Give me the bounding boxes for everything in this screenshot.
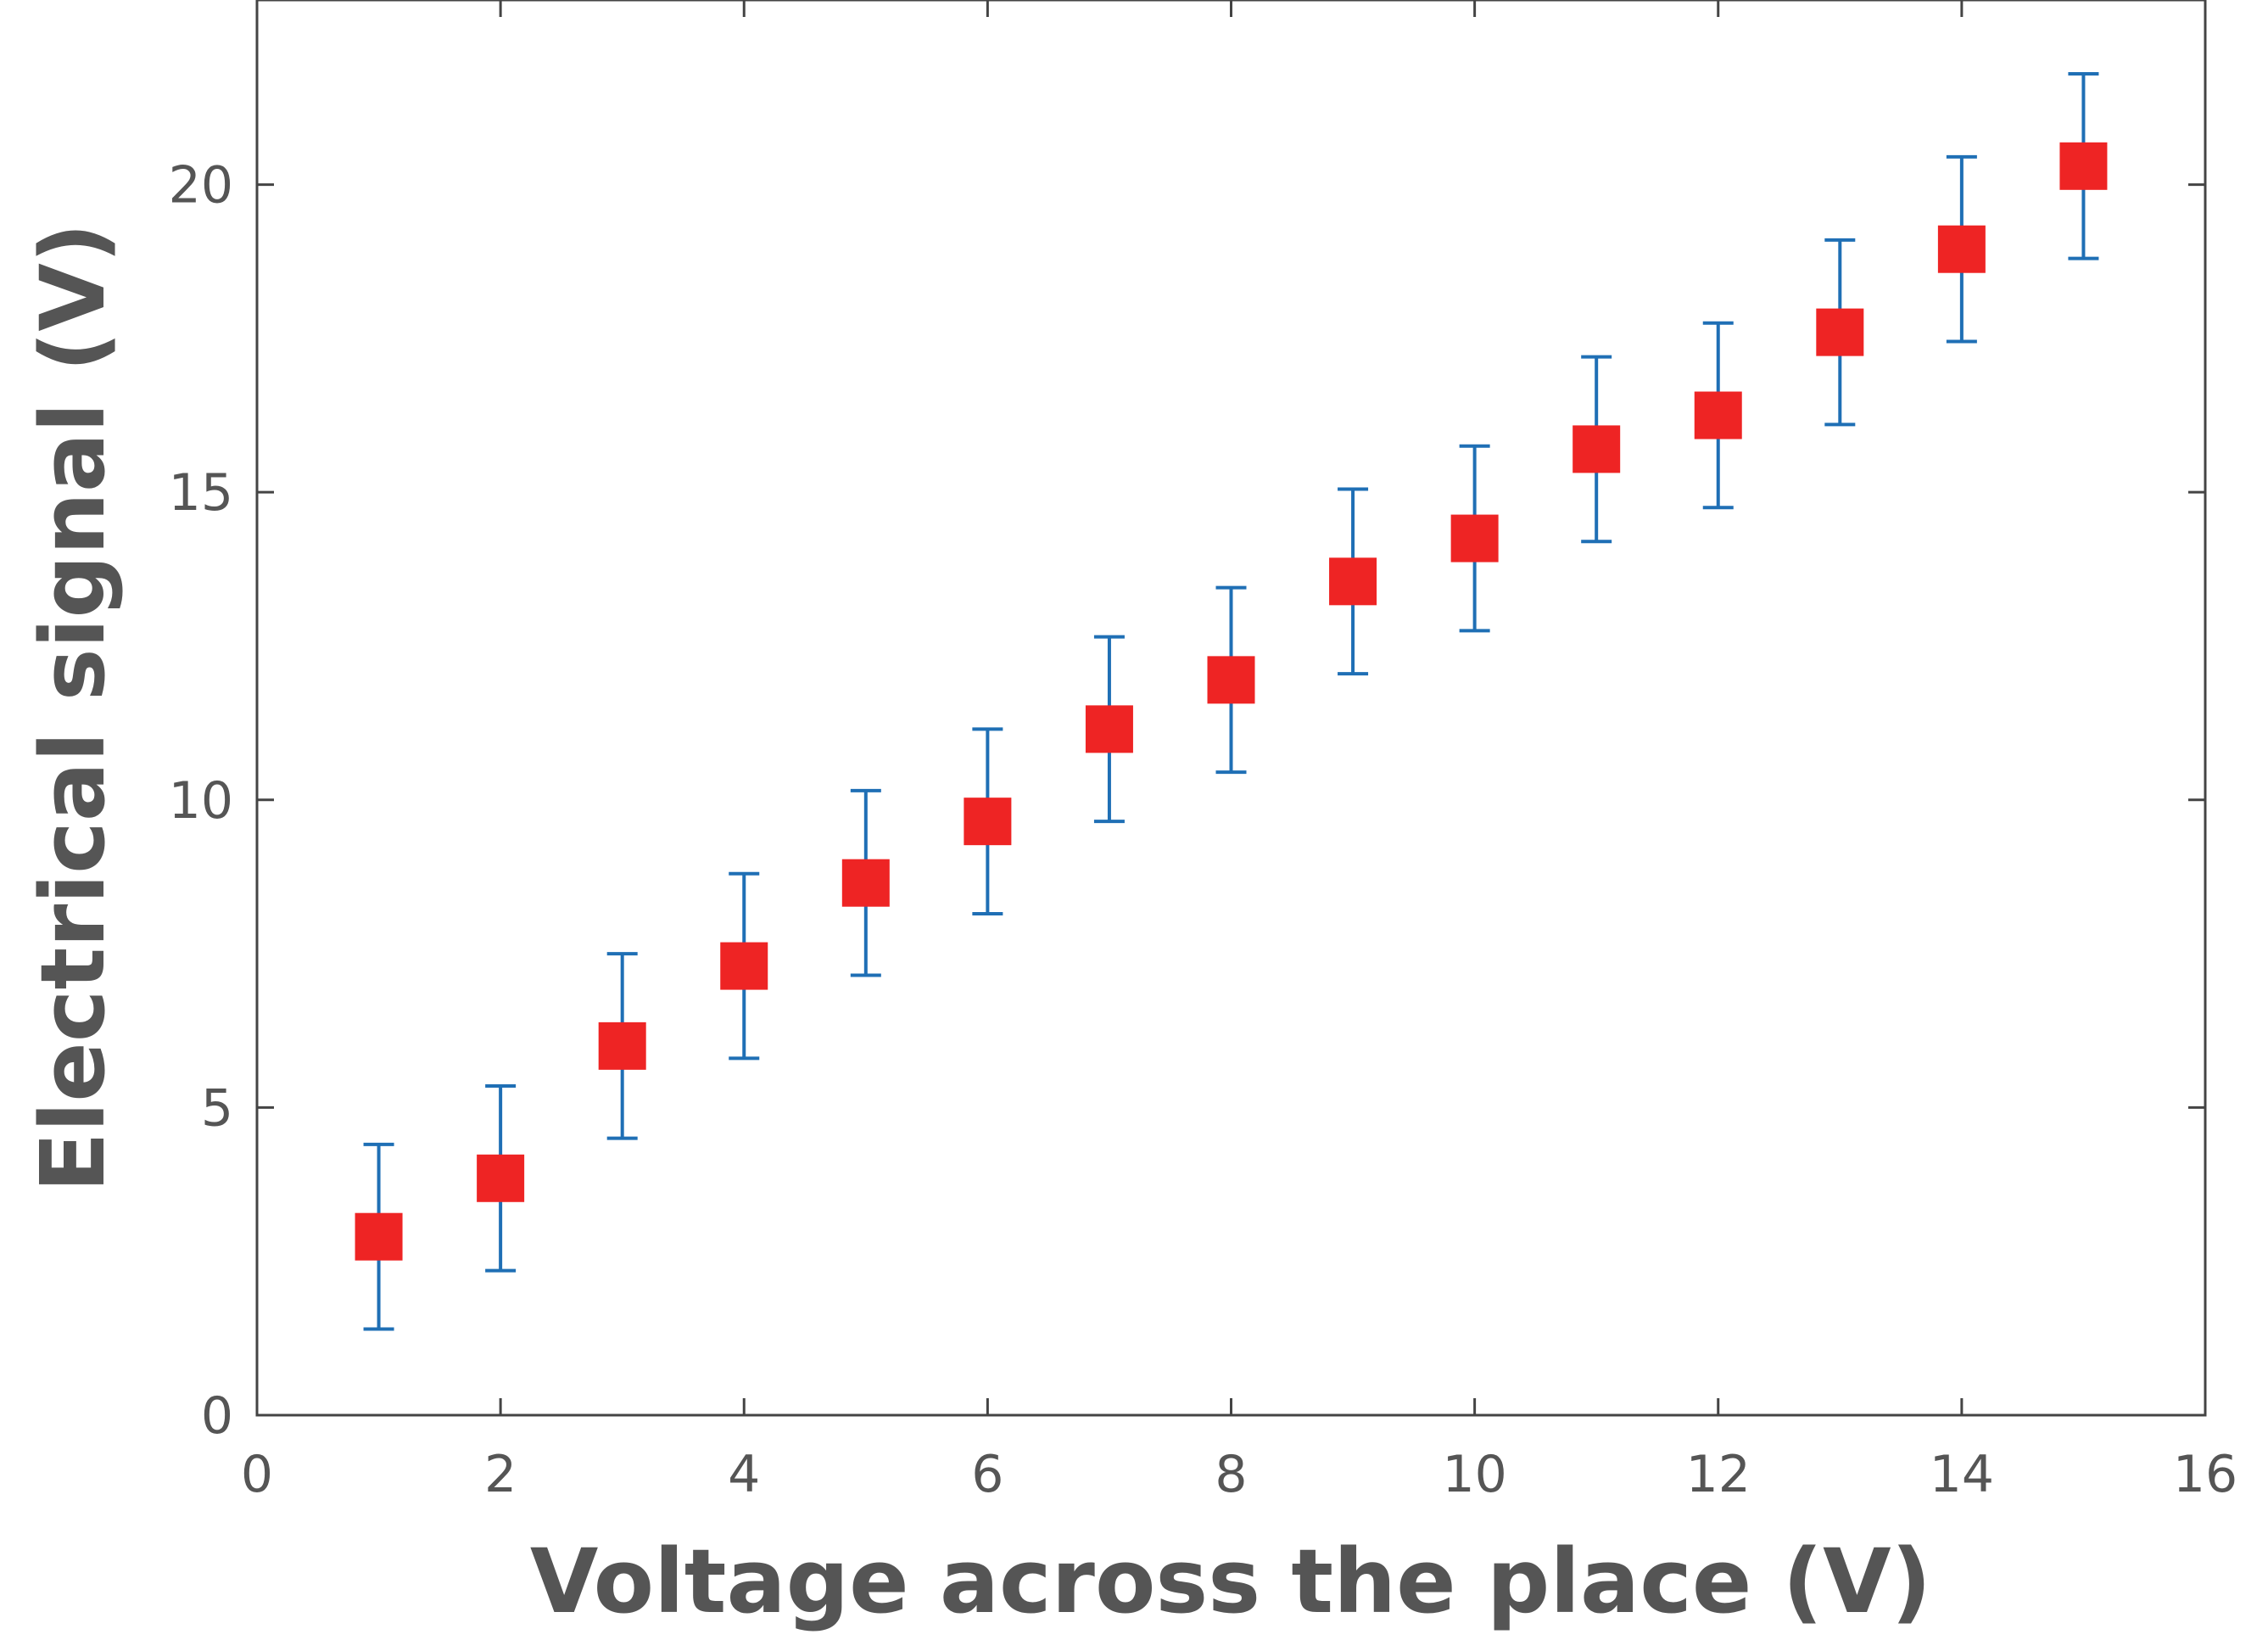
x-tick-label: 2 xyxy=(484,1445,517,1504)
data-point-marker xyxy=(1937,225,1986,273)
data-point-marker xyxy=(1694,391,1742,439)
x-tick-label: 0 xyxy=(241,1445,273,1504)
x-tick-label: 16 xyxy=(2173,1445,2237,1504)
x-tick-label: 4 xyxy=(728,1445,760,1504)
data-point-marker xyxy=(1573,425,1621,473)
y-tick-label: 0 xyxy=(201,1386,233,1446)
y-tick-label: 10 xyxy=(169,771,233,831)
x-tick-label: 8 xyxy=(1215,1445,1247,1504)
x-axis-title: Voltage across the place (V) xyxy=(530,1530,1931,1633)
x-tick-label: 14 xyxy=(1930,1445,1994,1504)
x-axis-ticks: 0 2 4 6 8 10 12 14 16 xyxy=(241,0,2237,1504)
data-point-marker xyxy=(598,1022,646,1070)
data-point-marker xyxy=(1207,656,1255,704)
y-axis-ticks: 0 5 10 15 20 xyxy=(169,156,2205,1446)
data-point-marker xyxy=(720,942,768,990)
y-tick-label: 15 xyxy=(169,463,233,523)
data-point-marker xyxy=(841,859,890,907)
data-markers xyxy=(355,142,2108,1261)
data-point-marker xyxy=(1329,557,1377,606)
data-point-marker xyxy=(1085,705,1133,753)
data-point-marker xyxy=(1816,308,1864,356)
x-tick-label: 10 xyxy=(1442,1445,1506,1504)
y-tick-label: 20 xyxy=(169,156,233,215)
y-tick-label: 5 xyxy=(201,1078,233,1138)
data-point-marker xyxy=(1450,514,1499,563)
x-tick-label: 12 xyxy=(1686,1445,1751,1504)
data-point-marker xyxy=(964,798,1012,846)
data-point-marker xyxy=(355,1212,403,1261)
y-axis-title: Electrical signal (V) xyxy=(21,223,125,1193)
data-point-marker xyxy=(477,1154,525,1202)
x-tick-label: 6 xyxy=(971,1445,1003,1504)
data-point-marker xyxy=(2059,142,2108,190)
